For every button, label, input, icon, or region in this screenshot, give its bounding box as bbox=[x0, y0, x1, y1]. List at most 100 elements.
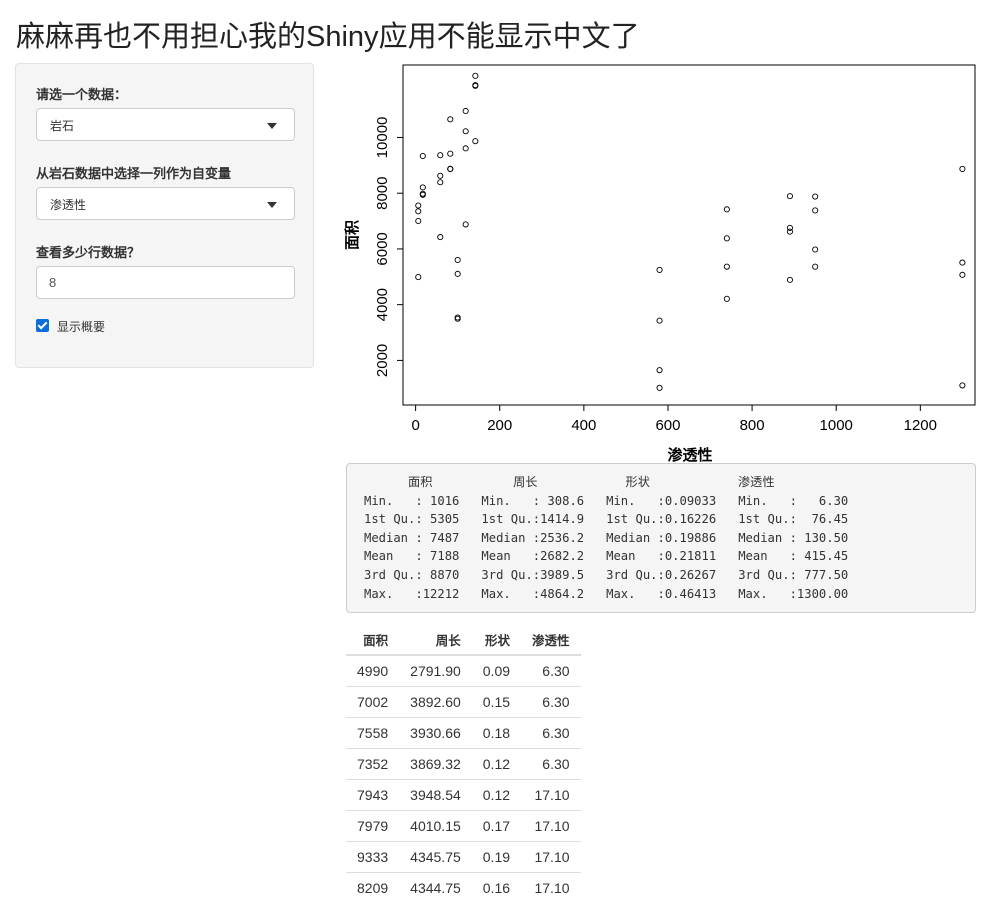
table-row: 7979 4010.15 0.17 17.10 bbox=[346, 810, 581, 842]
rows-number-input[interactable] bbox=[36, 266, 295, 299]
scatter-point bbox=[462, 145, 469, 152]
table-row: 7352 3869.32 0.12 6.30 bbox=[346, 748, 581, 780]
table-cell: 0.16 bbox=[471, 872, 522, 903]
scatter-point bbox=[419, 190, 426, 197]
scatter-point bbox=[812, 193, 819, 200]
scatter-point bbox=[656, 317, 663, 324]
scatter-point bbox=[656, 384, 663, 391]
table-cell: 6.30 bbox=[521, 748, 581, 780]
column-header: 周长 bbox=[399, 624, 472, 656]
summary-line: 1st Qu.: 5305 1st Qu.:1414.9 1st Qu.:0.1… bbox=[364, 512, 849, 527]
x-tick-label: 400 bbox=[571, 417, 596, 434]
scatter-point bbox=[472, 72, 479, 79]
table-cell: 3948.54 bbox=[399, 779, 472, 811]
scatter-point bbox=[419, 184, 426, 191]
scatter-point bbox=[812, 207, 819, 214]
scatter-point bbox=[959, 165, 966, 173]
table-cell: 7002 bbox=[346, 686, 400, 718]
table-cell: 2791.90 bbox=[410, 663, 461, 679]
table-cell: 0.12 bbox=[471, 748, 522, 780]
scatter-point bbox=[812, 263, 819, 270]
scatter-point bbox=[656, 367, 663, 374]
summary-checkbox-label: 显示概要 bbox=[57, 320, 106, 334]
table-cell: 0.17 bbox=[471, 810, 522, 842]
table-cell: 8209 bbox=[346, 872, 400, 903]
scatter-point bbox=[472, 82, 479, 89]
table-cell: 3930.66 bbox=[399, 717, 472, 749]
scatter-point bbox=[959, 259, 966, 266]
y-axis-label: 面积 bbox=[343, 220, 361, 250]
table-cell: 0.09 bbox=[482, 663, 511, 679]
summary-line: Median : 7487 Median :2536.2 Median :0.1… bbox=[364, 530, 849, 545]
x-tick-label: 1000 bbox=[820, 417, 853, 434]
y-tick-label: 2000 bbox=[374, 344, 391, 377]
table-cell: 0.19 bbox=[471, 841, 522, 873]
title-cjk: 麻麻再也不用担心我的 bbox=[16, 19, 307, 53]
rows-label: 查看多少行数据？ bbox=[36, 246, 141, 261]
table-cell: 6.30 bbox=[542, 663, 570, 679]
app-title: 麻麻再也不用担心我的Shiny应用不能显示中文了 bbox=[16, 14, 640, 59]
scatter-point bbox=[959, 271, 966, 278]
scatter-point bbox=[723, 263, 730, 270]
scatter-point bbox=[447, 116, 454, 123]
scatter-point bbox=[454, 314, 461, 321]
column-select-value: 渗透性 bbox=[50, 198, 87, 212]
summary-checkbox[interactable] bbox=[36, 319, 49, 332]
scatter-point bbox=[723, 295, 730, 302]
scatter-point bbox=[786, 276, 793, 283]
chevron-down-icon bbox=[267, 123, 277, 129]
plot-frame bbox=[402, 64, 976, 406]
table-cell: 17.10 bbox=[521, 810, 581, 842]
scatter-point bbox=[656, 266, 663, 273]
table-cell: 0.15 bbox=[471, 686, 522, 718]
scatter-point bbox=[419, 152, 426, 160]
table-row: 8209 4344.75 0.16 17.10 bbox=[346, 872, 581, 903]
x-axis: 0 200 400 600 800 1000 1200 bbox=[411, 405, 937, 434]
scatter-point bbox=[415, 202, 422, 209]
scatter-plot: 0 200 400 600 800 1000 1200 2000 4000 6000 8000 10… bbox=[343, 64, 976, 464]
dataset-select[interactable]: 岩石 bbox=[36, 108, 295, 141]
scatter-point bbox=[462, 221, 469, 228]
table-row: 9333 4345.75 0.19 17.10 bbox=[346, 841, 581, 873]
table-row: 7558 3930.66 0.18 6.30 bbox=[346, 717, 581, 749]
table-cell: 4010.15 bbox=[399, 810, 472, 842]
scatter-point bbox=[786, 224, 793, 231]
table-cell: 17.10 bbox=[521, 841, 581, 873]
y-axis: 2000 4000 6000 8000 10000 bbox=[374, 117, 403, 377]
table-cell: 17.10 bbox=[521, 779, 581, 811]
table-cell: 6.30 bbox=[521, 717, 581, 749]
data-points bbox=[415, 72, 966, 391]
y-tick-label: 8000 bbox=[374, 177, 391, 210]
scatter-point bbox=[812, 246, 819, 253]
x-tick-label: 0 bbox=[411, 417, 419, 434]
table-cell: 9333 bbox=[346, 841, 400, 873]
scatter-point bbox=[447, 150, 454, 157]
scatter-point bbox=[437, 179, 444, 186]
table-row: 7002 3892.60 0.15 6.30 bbox=[346, 686, 581, 718]
x-axis-label: 渗透性 bbox=[667, 446, 712, 464]
column-header: 渗透性 bbox=[521, 624, 581, 656]
x-tick-label: 1200 bbox=[904, 417, 937, 434]
title-suffix: 应用不能显示中文了 bbox=[378, 19, 640, 53]
summary-line: 3rd Qu.: 8870 3rd Qu.:3989.5 3rd Qu.:0.2… bbox=[364, 567, 849, 582]
table-cell: 7352 bbox=[346, 748, 400, 780]
scatter-point bbox=[415, 274, 422, 281]
chevron-down-icon bbox=[267, 202, 277, 208]
table-cell: 0.18 bbox=[471, 717, 522, 749]
table-cell: 4344.75 bbox=[399, 872, 472, 903]
scatter-point bbox=[786, 228, 793, 235]
table-cell: 6.30 bbox=[521, 686, 581, 718]
scatter-point bbox=[437, 152, 444, 159]
sidebar-panel: 请选一个数据： 岩石 从岩石数据中选择一列作为自变量 渗透性 查看多少行数据？ … bbox=[15, 63, 314, 368]
scatter-point bbox=[723, 206, 730, 213]
summary-line: Mean : 7188 Mean :2682.2 Mean :0.21811 M… bbox=[364, 549, 849, 564]
scatter-point bbox=[437, 172, 444, 179]
summary-line: Max. :12212 Max. :4864.2 Max. :0.46413 M… bbox=[364, 586, 849, 601]
table-cell: 4345.75 bbox=[399, 841, 472, 873]
dataset-label: 请选一个数据： bbox=[36, 88, 128, 103]
scatter-point bbox=[415, 208, 422, 215]
column-label: 从岩石数据中选择一列作为自变量 bbox=[36, 167, 232, 182]
table-header-row: 面积 周长 形状 渗透性 bbox=[346, 624, 581, 656]
column-select[interactable]: 渗透性 bbox=[36, 187, 295, 220]
table-row: 7943 3948.54 0.12 17.10 bbox=[346, 779, 581, 811]
